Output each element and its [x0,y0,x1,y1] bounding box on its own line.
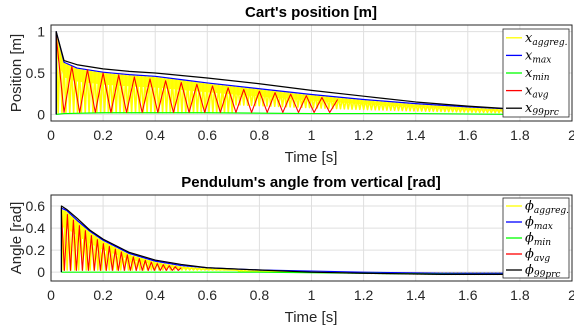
angle-legend-entry: ϕavg [525,247,550,264]
angle-x-tick-label: 1.4 [406,287,426,303]
angle-chart: Pendulum's angle from vertical [rad] 0 0.… [8,174,574,326]
position-legend-entry: xavg [525,84,549,101]
angle-series-avg [60,211,182,272]
position-x-tick-label: 0 [47,127,55,143]
angle-series-max [60,207,559,274]
position-y-tick-label: 0 [37,106,45,122]
position-plot-frame [50,24,573,122]
position-legend-entry: xaggreg. [525,31,568,48]
position-series-max [55,31,560,115]
angle-x-tick-label: 2 [568,287,574,303]
position-y-tick-label: 0.5 [26,65,46,81]
position-x-tick-label: 1 [308,127,316,143]
angle-series [60,205,560,276]
position-chart-title: Cart's position [m] [245,4,377,21]
angle-y-axis-label: Angle [rad] [8,202,25,275]
angle-legend-entry: ϕmax [525,215,553,232]
position-y-ticks: 00.51 [26,24,46,123]
position-x-tick-label: 0.4 [145,127,165,143]
position-series-aggreg-fill [56,31,559,114]
angle-y-tick-label: 0 [37,264,45,280]
angle-plot-frame [50,194,573,282]
angle-x-tick-label: 1.2 [354,287,374,303]
angle-chart-title: Pendulum's angle from vertical [rad] [181,174,440,191]
angle-series-99prc [60,205,559,275]
position-x-tick-label: 0.8 [250,127,270,143]
position-series-99prc [55,31,560,115]
position-y-tick-label: 1 [37,24,45,40]
position-x-tick-label: 1.8 [510,127,530,143]
position-x-tick-label: 1.6 [458,127,478,143]
position-legend-entry: xmax [525,48,551,65]
position-x-tick-label: 2 [568,127,574,143]
position-chart: Cart's position [m] 0 0.2 0.4 0.6 0.8 1 1.2 1.4… [8,4,574,166]
angle-y-tick-label: 0.6 [26,198,46,214]
position-x-tick-label: 1.2 [354,127,374,143]
angle-x-tick-label: 0.2 [93,287,113,303]
position-series [55,31,560,115]
angle-y-tick-label: 0.2 [26,242,46,258]
position-y-axis-label: Position [m] [8,34,25,112]
angle-x-tick-label: 1 [308,287,316,303]
position-x-ticks: 0 0.2 0.4 0.6 0.8 1 1.2 1.4 1.6 1.8 2 [47,127,574,143]
position-series-avg [55,35,339,114]
position-series-min [56,112,559,115]
angle-x-axis-label: Time [s] [285,309,338,326]
angle-x-tick-label: 1.6 [458,287,478,303]
position-x-axis-label: Time [s] [285,149,338,166]
position-x-tick-label: 1.4 [406,127,426,143]
position-legend-entry: xmin [525,66,550,83]
angle-y-tick-label: 0.4 [26,220,46,236]
angle-x-tick-label: 0 [47,287,55,303]
angle-x-tick-label: 1.8 [510,287,530,303]
position-x-tick-label: 0.6 [198,127,218,143]
angle-x-tick-label: 0.6 [198,287,218,303]
angle-x-tick-label: 0.8 [250,287,270,303]
angle-y-ticks: 0 0.2 0.4 0.6 [26,198,46,280]
angle-x-tick-label: 0.4 [145,287,165,303]
angle-x-ticks: 0 0.2 0.4 0.6 0.8 1 1.2 1.4 1.6 1.8 2 [47,287,574,303]
angle-legend-entry: ϕaggreg. [525,199,569,216]
position-x-tick-label: 0.2 [93,127,113,143]
position-legend-entry: x99prc [525,101,559,118]
angle-legend-entry: ϕmin [525,231,551,248]
angle-legend-entry: ϕ99prc [525,263,560,280]
